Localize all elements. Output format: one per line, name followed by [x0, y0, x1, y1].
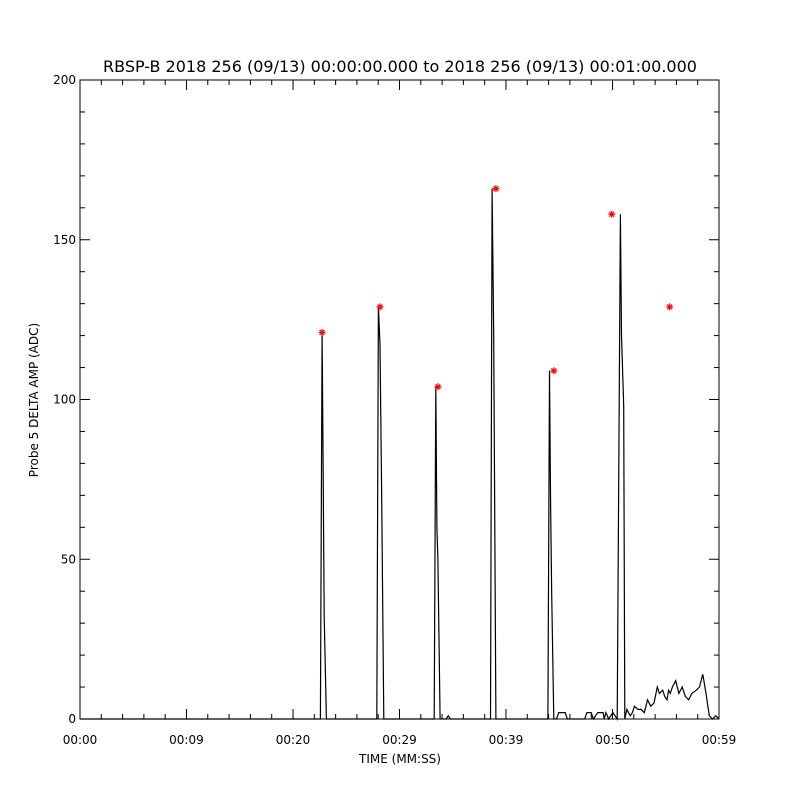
- x-axis-label: TIME (MM:SS): [358, 752, 441, 766]
- peak-marker-stroke: [666, 303, 673, 310]
- y-tick-label: 100: [53, 393, 76, 407]
- x-tick-label: 00:00: [63, 733, 98, 747]
- x-tick-label: 00:29: [382, 733, 417, 747]
- y-tick-label: 50: [61, 552, 76, 566]
- y-tick-label: 200: [53, 73, 76, 87]
- peak-marker: [434, 383, 442, 391]
- peak-marker-stroke: [550, 367, 557, 374]
- peak-marker-stroke: [377, 303, 383, 310]
- x-tick-label: 00:50: [595, 733, 630, 747]
- x-tick-label: 00:20: [276, 733, 311, 747]
- peak-marker: [318, 328, 326, 336]
- peak-marker: [608, 210, 616, 218]
- peak-marker: [550, 367, 558, 375]
- peak-marker-stroke: [493, 185, 499, 192]
- x-tick-label: 00:59: [702, 733, 737, 747]
- y-tick-label: 150: [53, 233, 76, 247]
- axes: 00:00 00:09 00:20 00:29 00:39 00:50 00:59 0 50 10…: [53, 73, 736, 747]
- y-axis-label: Probe 5 DELTA AMP (ADC): [27, 323, 41, 477]
- peak-marker: [666, 303, 674, 311]
- peak-marker-stroke: [319, 329, 325, 336]
- x-tick-label: 00:09: [169, 733, 204, 747]
- x-tick-label: 00:39: [489, 733, 524, 747]
- peak-marker-stroke: [608, 211, 615, 218]
- peak-marker: [492, 185, 500, 193]
- y-tick-label: 0: [68, 712, 76, 726]
- peak-marker-stroke: [435, 383, 441, 390]
- chart-title: RBSP-B 2018 256 (09/13) 00:00:00.000 to …: [103, 57, 697, 76]
- peak-marker: [376, 303, 384, 311]
